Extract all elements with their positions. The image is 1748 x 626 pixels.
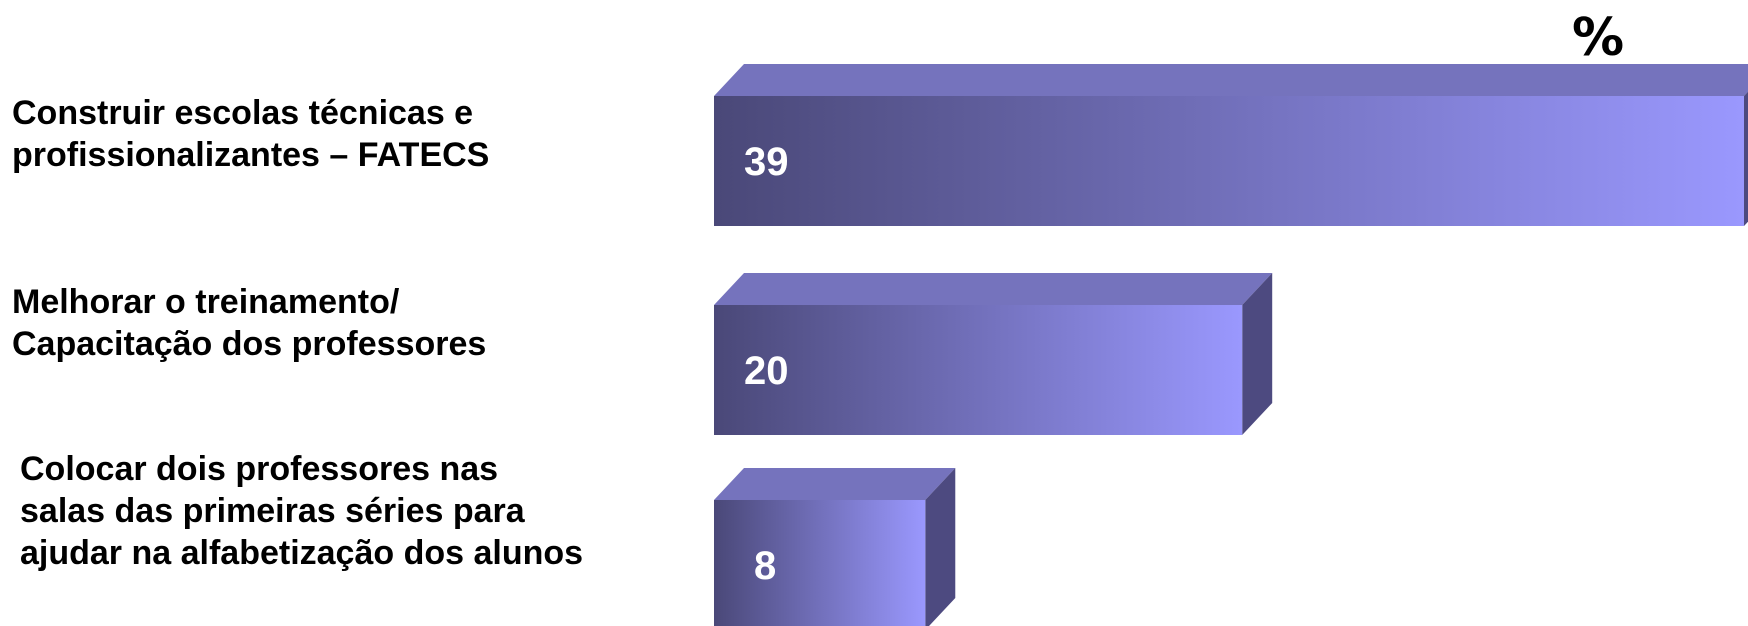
bar-2: 20	[714, 273, 1273, 435]
bar-side-face	[1242, 273, 1273, 435]
unit-label: %	[1572, 8, 1625, 68]
bar-top-face	[714, 64, 1748, 96]
bar-1: 39	[714, 64, 1748, 226]
bar-top-face	[714, 273, 1273, 305]
bars-group: 39 20 8	[714, 64, 1748, 626]
bar-value-label: 39	[744, 140, 789, 184]
bar-front-face	[714, 96, 1744, 226]
bar-front-face	[714, 500, 926, 626]
category-label-2: Melhorar o treinamento/ Capacitação dos …	[12, 283, 487, 363]
bar-front-face	[714, 305, 1243, 435]
bar-value-label: 20	[744, 349, 789, 393]
bar-side-face	[1744, 91, 1748, 226]
bar-top-face	[714, 468, 956, 500]
category-label-3: Colocar dois professores nas salas das p…	[20, 450, 584, 572]
bar-side-face	[925, 468, 956, 626]
bar-3: 8	[714, 468, 956, 626]
category-label-1: Construir escolas técnicas e profissiona…	[12, 94, 490, 174]
bar-value-label: 8	[754, 544, 776, 588]
